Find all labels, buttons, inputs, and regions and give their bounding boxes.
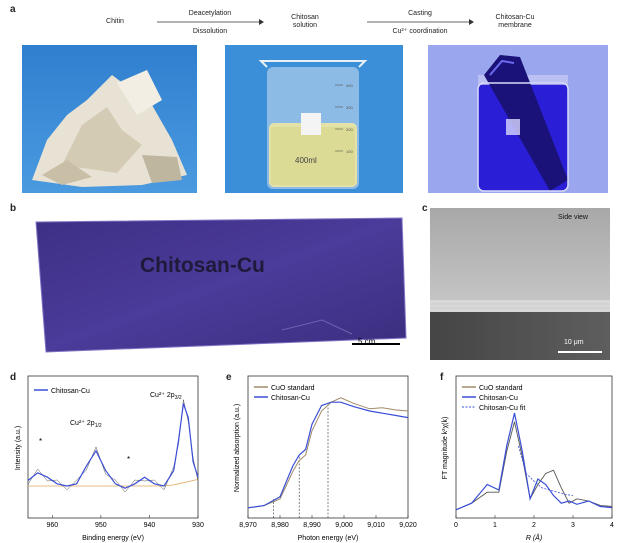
legend-label-d: Chitosan-Cu [51, 388, 90, 395]
sem-scale-label: 10 μm [564, 339, 584, 346]
chitin-flakes-image [22, 45, 197, 193]
legend-cuo-e: CuO standard [271, 385, 315, 392]
x-axis-e-tick-label: 9,020 [399, 522, 417, 529]
plot-frame-d [27, 375, 199, 519]
x-axis-e-tick-label: 9,000 [335, 522, 353, 529]
series-chitosan-cu-f [455, 412, 613, 511]
peak1-label: Cu²⁺ 2p1/2 [70, 420, 102, 429]
y-axis-label-d: Intensity (a.u.) [15, 426, 22, 470]
x-axis-f-tick-label: 1 [493, 522, 497, 529]
step-chitosan-solution: Chitosan solution [291, 14, 319, 29]
series-chitosan-cu-fit-f [518, 445, 574, 496]
series-cuo-standard-f [455, 421, 613, 511]
beaker-mark-400: 400 [346, 83, 353, 88]
chart-d: 960 950 940 930 Chitosan-Cu Cu²⁺ 2p1/2 Cu²⁺… [15, 375, 204, 542]
legend-cuo-f: CuO standard [479, 385, 523, 392]
x-axis-f-tick-label: 0 [454, 522, 458, 529]
beaker-blue-image [428, 45, 608, 193]
panel-b-label: b [10, 203, 17, 214]
y-axis-label-f: FT magnitude k²χ(k) [442, 417, 449, 480]
peak2-label: Cu²⁺ 2p3/2 [150, 392, 182, 401]
y-axis-label-e: Normalized absorption (a.u.) [234, 404, 241, 492]
beaker-mark-200: 200 [346, 127, 353, 132]
step-chitin: Chitin [106, 18, 124, 25]
series-cuo-standard-e [247, 397, 409, 509]
x-axis-f-tick-label: 2 [532, 522, 536, 529]
arrow1-bottom-label: Dissolution [192, 28, 228, 35]
panel-d-label: d [10, 372, 17, 383]
side-view-caption: Side view [558, 214, 588, 221]
step-chitosan-cu-membrane: Chitosan-Cu membrane [495, 14, 535, 29]
star-marker-1: * [39, 437, 42, 446]
membrane-label: Chitosan-Cu [140, 254, 265, 277]
arrow2-bottom-label: Cu²⁺ coordination [392, 28, 448, 35]
x-axis-label-d: Binding energy (eV) [82, 535, 144, 542]
membrane-image [35, 217, 407, 353]
raw-data-line-d [27, 399, 199, 493]
membrane-photo: Chitosan-Cu 5 cm [22, 210, 410, 362]
x-axis-d-tick-label: 950 [95, 522, 107, 529]
x-axis-label-f: R (Å) [526, 533, 542, 542]
x-axis-e-tick-label: 8,980 [271, 522, 289, 529]
series-chitosan-cu-d [27, 403, 199, 489]
x-axis-f-tick-label: 3 [571, 522, 575, 529]
arrow1 [157, 19, 264, 25]
x-axis-e-tick-label: 8,990 [303, 522, 321, 529]
panel-c-label: c [422, 203, 428, 214]
beaker-volume-text: 400ml [295, 156, 317, 165]
x-axis-e-tick-label: 8,970 [239, 522, 257, 529]
sem-image: Side view 10 μm [430, 208, 610, 360]
arrow1-top-label: Deacetylation [188, 10, 232, 17]
star-marker-2: * [127, 455, 130, 464]
beaker-mark-300: 300 [346, 105, 353, 110]
x-axis-d-tick-label: 930 [192, 522, 204, 529]
chart-e: 8,970 8,980 8,990 9,000 9,010 9,020 CuO stand… [234, 375, 417, 542]
x-axis-d-tick-label: 940 [144, 522, 156, 529]
sem-side-view [430, 208, 610, 360]
legend-chitosan-e: Chitosan-Cu [271, 395, 310, 402]
membrane-scale-label: 5 cm [358, 337, 376, 346]
beaker-yellow-image: 400 300 200 100 400ml [225, 45, 403, 193]
legend-chitosan-f: Chitosan-Cu [479, 395, 518, 402]
arrow2 [367, 19, 474, 25]
photo-chitin [22, 45, 197, 193]
panel-f-label: f [440, 372, 444, 383]
beaker-mark-100: 100 [346, 149, 353, 154]
x-axis-d-tick-label: 960 [46, 522, 58, 529]
x-axis-e-tick-label: 9,010 [367, 522, 385, 529]
legend-fit-f: Chitosan-Cu fit [479, 405, 525, 412]
panel-a-label: a [10, 4, 16, 15]
series-chitosan-cu-e [247, 401, 409, 509]
x-axis-f-tick-label: 4 [610, 522, 614, 529]
photo-chitosan-solution: 400 300 200 100 400ml [225, 45, 403, 193]
background-line-d [28, 479, 199, 487]
arrow2-top-label: Casting [408, 10, 432, 17]
panel-e-label: e [226, 372, 232, 383]
chart-f: 0 1 2 3 4 CuO standard Chitosan-Cu Chitosan-… [442, 375, 614, 542]
photo-chitosan-cu-membrane [428, 45, 608, 193]
x-axis-label-e: Photon energy (eV) [298, 535, 359, 542]
